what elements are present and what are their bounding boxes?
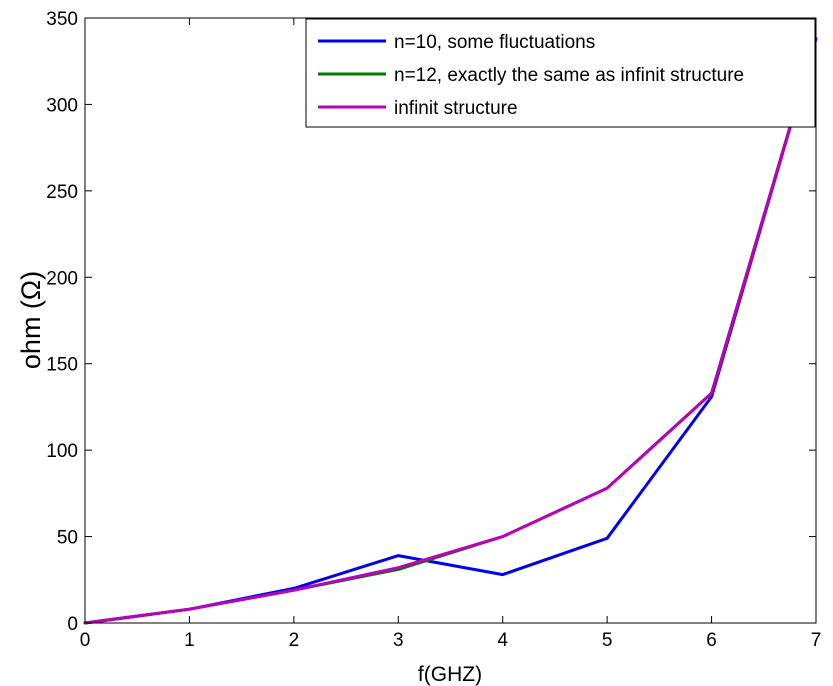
x-tick-label: 0	[80, 630, 91, 651]
y-tick-label: 200	[46, 268, 78, 289]
y-tick-label: 0	[67, 614, 78, 635]
legend-label-2: infinit structure	[394, 98, 518, 119]
x-tick-label: 1	[184, 630, 195, 651]
legend-label-0: n=10, some fluctuations	[394, 32, 595, 53]
y-tick-label: 250	[46, 182, 78, 203]
y-tick-label: 300	[46, 95, 78, 116]
legend: n=10, some fluctuations n=12, exactly the…	[305, 18, 816, 128]
y-axis-ticks: 0 50 100 150 200 250 300 350	[46, 9, 816, 635]
y-tick-label: 150	[46, 355, 78, 376]
y-axis-label: ohm (Ω)	[16, 271, 46, 369]
y-tick-label: 350	[46, 9, 78, 30]
x-axis-label: f(GHZ)	[418, 663, 482, 686]
x-tick-label: 5	[602, 630, 613, 651]
y-tick-label: 50	[57, 528, 78, 549]
x-tick-label: 3	[393, 630, 404, 651]
x-tick-label: 7	[811, 630, 822, 651]
y-tick-label: 100	[46, 441, 78, 462]
x-tick-label: 4	[497, 630, 508, 651]
series-lines	[83, 37, 818, 625]
legend-box	[305, 18, 816, 128]
series-line-2	[83, 37, 818, 625]
plot-frame	[84, 17, 817, 624]
x-tick-label: 6	[706, 630, 717, 651]
legend-label-1: n=12, exactly the same as infinit struct…	[394, 65, 744, 86]
x-tick-label: 2	[289, 630, 300, 651]
